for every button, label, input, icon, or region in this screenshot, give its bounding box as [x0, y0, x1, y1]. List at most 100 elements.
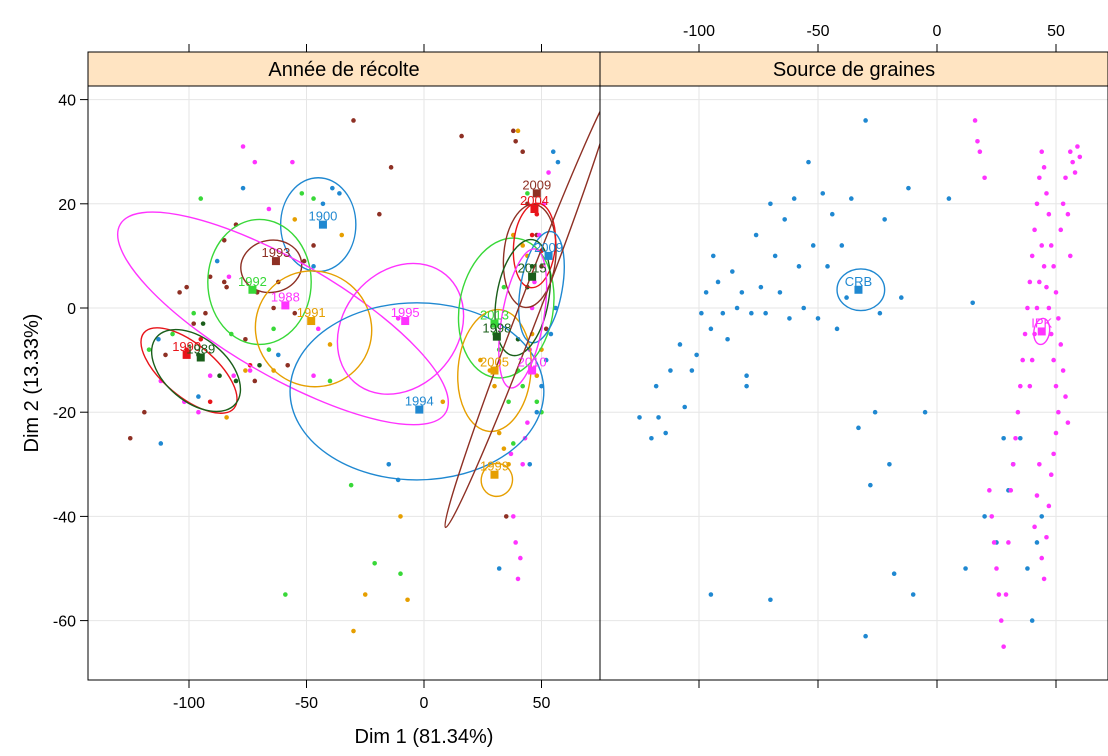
data-point [1065, 420, 1071, 425]
data-point [525, 191, 530, 196]
data-point [975, 138, 980, 144]
data-point [532, 279, 537, 285]
data-point [520, 243, 525, 248]
group-label-2010: 2010 [518, 355, 547, 370]
data-point [1027, 383, 1033, 389]
group-label-1900: 1900 [308, 209, 337, 224]
data-point [1056, 316, 1061, 321]
data-point [856, 425, 861, 431]
data-point [271, 326, 276, 332]
data-point [1058, 342, 1064, 347]
group-centroid-marker [415, 405, 424, 414]
group-label-2004: 2004 [520, 193, 549, 208]
data-point [207, 399, 213, 405]
group-centroid-marker [492, 332, 501, 341]
data-point [398, 571, 403, 577]
data-point [529, 232, 535, 238]
data-point [787, 316, 792, 321]
group-centroid-marker [318, 220, 327, 229]
data-point [440, 399, 446, 405]
data-point [534, 409, 540, 415]
data-point [868, 482, 873, 488]
data-point [1063, 394, 1068, 399]
data-point [207, 274, 213, 280]
data-point [233, 378, 239, 384]
data-point [177, 290, 182, 295]
data-point [196, 409, 201, 415]
data-point [276, 352, 281, 358]
group-label-1993: 1993 [261, 245, 290, 260]
group-label-1992: 1992 [238, 274, 267, 289]
group-label-1988: 1988 [271, 289, 300, 304]
data-point [1015, 409, 1021, 415]
data-point [922, 409, 928, 415]
group-centroid-marker [528, 366, 537, 375]
data-point [739, 290, 745, 295]
data-point [699, 310, 704, 316]
data-point [994, 566, 999, 571]
data-point [1029, 357, 1035, 363]
data-point [891, 571, 897, 577]
data-point [198, 336, 204, 342]
data-point [525, 420, 530, 425]
y-tick-label: 20 [58, 197, 76, 214]
confidence-ellipse [502, 203, 557, 309]
data-point [1041, 576, 1047, 582]
data-point [513, 540, 518, 545]
data-point [503, 514, 509, 519]
confidence-ellipse [444, 87, 600, 529]
data-point [539, 264, 544, 269]
data-point [543, 357, 549, 363]
x-tick-label-top: 50 [1047, 23, 1065, 40]
data-point [1077, 154, 1083, 160]
group-label-2009: 2009 [534, 240, 563, 255]
data-point [1072, 170, 1078, 175]
data-point [744, 383, 749, 389]
data-point [534, 399, 540, 405]
strip-header-bg [87, 51, 601, 87]
data-point [668, 368, 673, 373]
data-point [1041, 165, 1047, 170]
data-point [663, 430, 668, 436]
x-axis-title: Dim 1 (81.34%) [355, 726, 494, 748]
data-point [806, 159, 811, 165]
data-point [285, 363, 291, 368]
data-point [351, 118, 356, 123]
data-point [872, 409, 878, 415]
data-point [977, 149, 983, 154]
confidence-ellipse [289, 302, 545, 481]
data-point [217, 373, 222, 379]
data-point [348, 482, 354, 488]
data-point [782, 217, 787, 222]
data-point [730, 269, 735, 274]
data-point [1058, 227, 1064, 233]
data-point [221, 279, 227, 285]
data-point [1053, 383, 1059, 389]
frame-layer: Année de récolte Source de graines [87, 51, 1108, 681]
data-point [863, 633, 868, 639]
data-point [1032, 524, 1037, 530]
group-label-1991: 1991 [297, 305, 326, 320]
data-point [283, 592, 288, 597]
data-point [224, 415, 229, 420]
data-point [290, 159, 295, 165]
data-point [506, 462, 511, 467]
data-point [1020, 357, 1025, 363]
group-label-1999: 1999 [480, 459, 509, 474]
group-label-2015: 2015 [518, 261, 547, 276]
data-point [772, 253, 778, 259]
data-point [1025, 566, 1030, 571]
data-point [388, 165, 394, 170]
data-point [315, 326, 321, 332]
data-point [142, 409, 147, 415]
group-label-1995: 1995 [391, 305, 420, 320]
data-point [520, 462, 525, 467]
data-point [1063, 175, 1068, 181]
data-point [987, 488, 992, 493]
data-point [158, 441, 164, 446]
x-tick-label-top: -50 [806, 23, 829, 40]
data-point [796, 264, 802, 269]
data-point [320, 201, 326, 207]
